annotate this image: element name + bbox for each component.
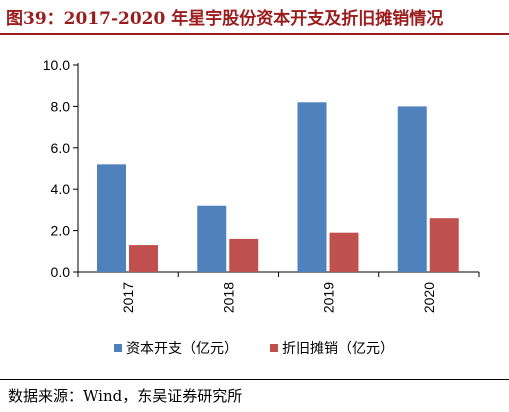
bar-capex-2020 bbox=[397, 106, 427, 273]
legend-swatch-capex bbox=[114, 344, 122, 352]
x-tick-label: 2018 bbox=[220, 282, 236, 313]
y-tick-label: 6.0 bbox=[51, 140, 71, 156]
y-tick-label: 0.0 bbox=[51, 264, 71, 280]
bar-capex-2019 bbox=[297, 102, 327, 272]
bar-depreciation-2020 bbox=[429, 218, 459, 272]
chart-title: 图39：2017-2020 年星宇股份资本开支及折旧摊销情况 bbox=[6, 9, 444, 29]
bar-depreciation-2018 bbox=[229, 238, 259, 272]
bar-chart: 0.0 2.0 4.0 6.0 8.0 10.0 2017 2018 2019 2020 资本开… bbox=[43, 57, 480, 357]
bar-capex-2017 bbox=[97, 164, 126, 272]
x-tick-label: 2019 bbox=[321, 282, 337, 313]
bar-capex-2018 bbox=[197, 205, 227, 272]
bar-depreciation-2019 bbox=[329, 232, 359, 272]
footer-divider bbox=[0, 379, 509, 380]
y-tick-label: 8.0 bbox=[51, 98, 71, 114]
legend: 资本开支（亿元） 折旧摊销（亿元） bbox=[114, 341, 394, 357]
source-note: 数据来源：Wind，东吴证券研究所 bbox=[8, 387, 243, 405]
legend-label-capex: 资本开支（亿元） bbox=[126, 341, 238, 357]
title-underline bbox=[0, 33, 509, 35]
x-ticks bbox=[77, 272, 480, 277]
bars bbox=[97, 102, 459, 273]
x-tick-label: 2020 bbox=[421, 282, 437, 313]
x-labels: 2017 2018 2019 2020 bbox=[120, 282, 437, 313]
y-tick-label: 10.0 bbox=[43, 57, 70, 73]
y-tick-label: 2.0 bbox=[51, 223, 71, 239]
legend-label-depreciation: 折旧摊销（亿元） bbox=[282, 341, 394, 357]
x-tick-label: 2017 bbox=[120, 282, 136, 313]
bar-depreciation-2017 bbox=[129, 245, 158, 272]
y-tick-label: 4.0 bbox=[51, 181, 71, 197]
legend-swatch-depreciation bbox=[270, 344, 278, 352]
y-ticks: 0.0 2.0 4.0 6.0 8.0 10.0 bbox=[43, 57, 78, 280]
